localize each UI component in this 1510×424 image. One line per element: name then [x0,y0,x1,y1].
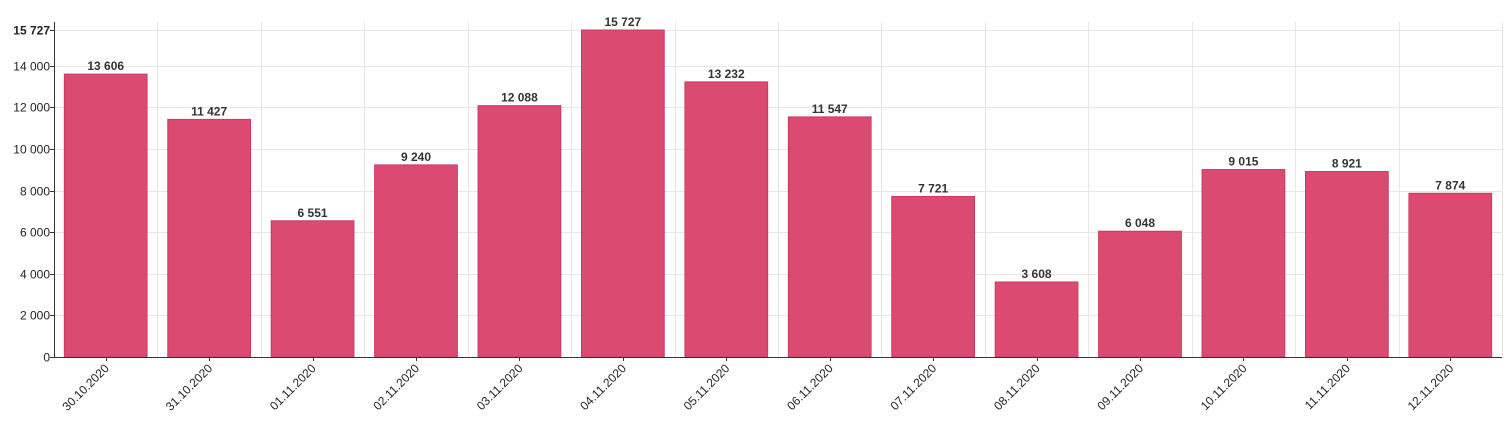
y-tick-label: 6 000 [20,226,50,240]
bar-value-label: 7 721 [918,181,948,195]
x-tick-label: 05.11.2020 [681,361,733,413]
x-tick-label: 12.11.2020 [1405,361,1457,413]
x-tick-label: 06.11.2020 [784,361,836,413]
bar-value-label: 13 232 [708,67,745,81]
bar-12.11.2020[interactable] [1408,192,1493,358]
y-tick-label: 4 000 [20,268,50,282]
y-tick-label: 14 000 [13,60,50,74]
x-tick-label: 30.10.2020 [59,361,112,414]
bar-value-label: 11 427 [191,104,227,118]
x-tick-label: 11.11.2020 [1302,361,1353,412]
x-tick-label: 08.11.2020 [991,361,1043,413]
bar-value-label: 13 606 [87,59,124,73]
x-tick-label: 03.11.2020 [474,361,526,413]
bar-value-label: 6 048 [1125,216,1155,230]
bar-value-label: 15 727 [605,15,642,29]
bar-09.11.2020[interactable] [1098,230,1182,358]
bar-02.11.2020[interactable] [374,164,458,358]
x-tick-label: 04.11.2020 [577,361,629,413]
y-tick-label: 0 [43,351,50,365]
bar-31.10.2020[interactable] [167,118,252,358]
y-tick-label: 10 000 [13,143,50,157]
bar-06.11.2020[interactable] [787,116,872,358]
grid-layer [54,22,1503,357]
y-tick-label: 12 000 [13,101,50,115]
bar-value-label: 9 240 [401,150,431,164]
bar-05.11.2020[interactable] [684,81,769,358]
bar-01.11.2020[interactable] [270,220,355,358]
y-tick-label: 8 000 [20,185,50,199]
bar-11.11.2020[interactable] [1304,171,1389,358]
bar-03.11.2020[interactable] [477,105,562,358]
bar-value-label: 12 088 [501,91,538,105]
axis-layer [50,22,1502,361]
bars-layer [63,29,1493,358]
bar-value-label: 3 608 [1022,267,1052,281]
x-tick-label: 09.11.2020 [1094,361,1146,413]
x-tick-label: 31.10.2020 [163,361,216,414]
bar-08.11.2020[interactable] [994,281,1079,358]
bar-value-label: 9 015 [1228,155,1258,169]
y-tick-label: 2 000 [20,309,50,323]
bar-value-label: 8 921 [1332,157,1362,171]
y-tick-label: 15 727 [13,24,50,38]
bar-10.11.2020[interactable] [1201,169,1286,358]
bar-value-label: 7 874 [1435,178,1465,192]
bar-value-label: 11 547 [812,102,848,116]
bar-value-label: 6 551 [298,206,328,220]
x-tick-label: 10.11.2020 [1198,361,1250,413]
bar-04.11.2020[interactable] [580,29,665,358]
x-tick-label: 01.11.2020 [267,361,319,413]
bar-07.11.2020[interactable] [891,195,976,358]
x-tick-label: 07.11.2020 [888,361,940,413]
x-tick-label: 02.11.2020 [370,361,422,413]
bar-30.10.2020[interactable] [63,73,148,358]
